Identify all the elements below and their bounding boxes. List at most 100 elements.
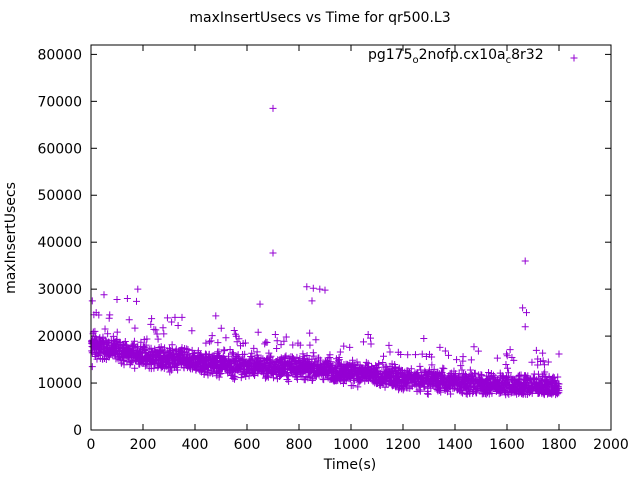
data-point [544,358,552,366]
data-point [235,335,243,343]
data-point [225,352,233,360]
data-point [466,366,474,374]
data-point [436,343,444,351]
data-point [183,345,191,353]
data-point [142,341,150,349]
data-point [134,285,142,293]
data-point [309,349,317,357]
data-point [320,376,328,384]
data-point [488,389,496,397]
data-point [157,343,165,351]
data-point [340,342,348,350]
data-point [555,350,563,358]
data-point [222,334,230,342]
y-tick-label: 50000 [37,188,82,204]
data-point [519,304,527,312]
x-tick-label: 1400 [437,437,473,453]
data-point [335,357,343,365]
data-point [168,346,176,354]
data-point [443,386,451,394]
data-point [386,348,394,356]
data-point [379,359,387,367]
data-point [229,349,237,357]
data-point [251,370,259,378]
x-tick-label: 1800 [541,437,577,453]
data-point [299,350,307,358]
data-point [105,314,113,322]
data-point [397,350,405,358]
data-point [284,372,292,380]
data-point [159,324,167,332]
data-point [153,330,161,338]
data-point [277,354,285,362]
data-point [147,320,155,328]
data-point [106,311,114,319]
data-point [470,343,478,351]
x-tick-label: 2000 [593,437,629,453]
x-tick-label: 1600 [489,437,525,453]
data-point [282,333,290,341]
data-point [308,297,316,305]
data-point [280,337,288,345]
data-point [394,372,402,380]
data-point [523,309,530,317]
data-point [214,339,222,347]
data-point [485,368,493,376]
data-point [331,364,339,372]
data-points [88,104,563,399]
data-point [184,346,192,354]
y-tick-label: 40000 [37,235,82,251]
data-point [524,372,532,380]
data-point [174,322,182,330]
data-point [418,350,426,358]
data-point [230,372,238,380]
data-point [269,104,277,112]
legend-plus-marker [570,54,578,62]
data-point [207,337,215,345]
data-point [143,335,151,343]
data-point [293,353,301,361]
data-point [539,349,547,357]
data-point [441,347,449,355]
data-point [88,297,96,305]
data-point [163,314,171,322]
data-point [447,390,455,398]
data-point [521,257,529,265]
data-point [517,371,525,379]
y-axis-label: maxInsertUsecs [3,182,19,294]
data-point [532,346,540,354]
data-point [404,351,412,359]
data-point [109,332,117,340]
data-point [220,346,228,354]
data-point [104,330,112,338]
data-point [91,327,99,335]
data-point [459,389,467,397]
data-point [327,358,335,366]
data-point [215,373,223,381]
data-point [555,387,563,395]
data-point [428,353,436,361]
data-point [503,352,511,360]
data-point [457,388,465,396]
plot-frame [90,44,612,431]
data-point [303,351,311,359]
y-tick-label: 20000 [37,329,82,345]
axis-ticks: 0 200 400 600 800 1000 1200 1400 1600 1800 2000010… [37,45,629,453]
data-point [230,327,238,335]
data-point [148,315,156,323]
data-point [88,363,96,371]
y-tick-label: 80000 [37,47,82,63]
data-point [553,390,561,398]
data-point [285,354,293,362]
data-point [364,359,372,367]
x-tick-label: 800 [286,437,313,453]
data-point [457,362,465,370]
data-point [160,330,168,338]
data-point [113,295,121,303]
data-point [289,341,297,349]
data-point [502,360,510,368]
data-point [550,374,558,382]
data-point [430,365,438,373]
data-point [188,327,196,335]
data-point [128,358,136,366]
